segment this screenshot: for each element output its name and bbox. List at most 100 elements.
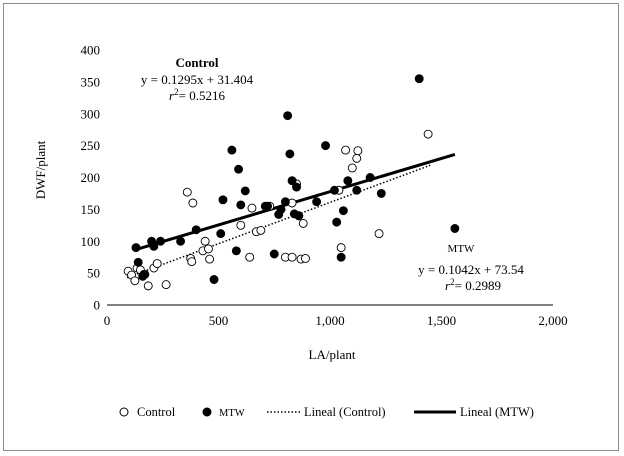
mtw-point [343, 176, 353, 186]
control-r2: r2= 0.5216 [169, 87, 225, 103]
mtw-annotation-title: MTW [448, 243, 476, 255]
mtw-point [414, 74, 424, 84]
control-r2-value: = 0.5216 [179, 88, 226, 103]
control-point [301, 254, 310, 263]
mtw-point [236, 200, 246, 210]
mtw-point [450, 224, 460, 233]
legend: Control MTW Lineal (Control) Lineal (MTW… [119, 405, 534, 419]
mtw-r2-superscript: 2 [450, 277, 455, 287]
y-tick-label: 400 [81, 43, 101, 58]
x-tick-label: 0 [104, 313, 111, 328]
mtw-point [292, 182, 301, 192]
mtw-point [176, 236, 186, 246]
mtw-r2-prefix: r [445, 278, 451, 293]
y-tick-label: 50 [87, 266, 100, 281]
control-point [298, 218, 308, 228]
x-tick-label: 1,500 [427, 313, 456, 328]
mtw-point [218, 195, 228, 205]
mtw-point [287, 176, 297, 186]
mtw-point [191, 225, 201, 235]
control-annotation: Control y = 0.1295x + 31.404 r2= 0.5216 [141, 55, 254, 103]
control-annotation-title: Control [175, 55, 218, 70]
mtw-point [376, 188, 386, 198]
control-point [347, 163, 357, 173]
x-tick-label: 500 [209, 313, 229, 328]
control-point [336, 243, 346, 253]
mtw-point [338, 206, 348, 216]
mtw-point [209, 275, 219, 284]
control-point [200, 236, 210, 246]
mtw-equation: y = 0.1042x + 73.54 [418, 262, 524, 277]
control-point [352, 153, 362, 163]
control-point [353, 146, 363, 156]
control-point [245, 252, 255, 262]
x-axis-ticks: 0 500 1,000 1,500 2,000 [104, 313, 568, 328]
control-equation: y = 0.1295x + 31.404 [141, 72, 254, 87]
trendline-control [126, 164, 431, 279]
mtw-point [276, 204, 286, 214]
mtw-point [234, 164, 244, 174]
mtw-point [352, 185, 362, 195]
y-axis-label: DWF/plant [33, 140, 48, 199]
x-tick-label: 2,000 [538, 313, 567, 328]
mtw-point [240, 186, 250, 196]
control-point [130, 276, 140, 286]
legend-mtw-symbol [202, 407, 212, 417]
y-tick-label: 100 [81, 234, 101, 249]
control-point [236, 220, 246, 230]
mtw-point [321, 141, 330, 151]
mtw-point [131, 243, 141, 253]
control-point [287, 252, 297, 262]
y-tick-label: 350 [81, 74, 101, 89]
control-point [161, 280, 171, 290]
control-point [182, 187, 192, 197]
legend-lineal-mtw-label: Lineal (MTW) [460, 405, 534, 419]
y-axis-ticks: 0 50 100 150 200 250 300 350 400 [81, 43, 101, 313]
x-axis-label: LA/plant [309, 347, 356, 362]
legend-control-symbol [119, 407, 129, 417]
y-tick-label: 250 [81, 138, 101, 153]
control-point [247, 203, 257, 213]
mtw-point [133, 257, 143, 267]
control-point [423, 129, 433, 139]
mtw-point [285, 149, 295, 159]
legend-mtw-label: MTW [219, 408, 245, 419]
mtw-point [156, 236, 165, 246]
control-point [152, 259, 162, 269]
mtw-point [263, 201, 273, 211]
y-tick-label: 150 [81, 202, 101, 217]
mtw-point [140, 269, 150, 279]
control-point [205, 254, 215, 264]
control-point [188, 198, 198, 208]
control-point [143, 281, 153, 291]
y-tick-label: 200 [81, 170, 101, 185]
legend-lineal-control-label: Lineal (Control) [304, 405, 386, 419]
mtw-annotation: MTW y = 0.1042x + 73.54 r2= 0.2989 [418, 243, 524, 293]
mtw-point [283, 111, 293, 121]
control-point [256, 225, 266, 235]
mtw-point [149, 241, 159, 251]
mtw-point [269, 249, 279, 259]
data-points [123, 74, 460, 291]
control-point [341, 145, 351, 155]
chart-frame [3, 3, 619, 451]
x-tick-label: 1,000 [315, 313, 344, 328]
y-tick-label: 0 [94, 298, 101, 313]
control-r2-prefix: r [169, 88, 175, 103]
mtw-point [216, 229, 226, 239]
mtw-r2: r2= 0.2989 [445, 277, 501, 293]
mtw-point [227, 145, 237, 155]
y-tick-label: 300 [81, 106, 101, 121]
mtw-point [231, 246, 241, 256]
control-point [374, 229, 384, 239]
mtw-point [330, 185, 339, 195]
control-r2-superscript: 2 [174, 87, 179, 97]
control-point [204, 244, 213, 254]
mtw-point [294, 211, 304, 221]
mtw-point [280, 197, 290, 207]
control-point [187, 257, 197, 267]
mtw-point [336, 252, 346, 262]
mtw-point [312, 197, 322, 207]
legend-control-label: Control [137, 405, 176, 419]
